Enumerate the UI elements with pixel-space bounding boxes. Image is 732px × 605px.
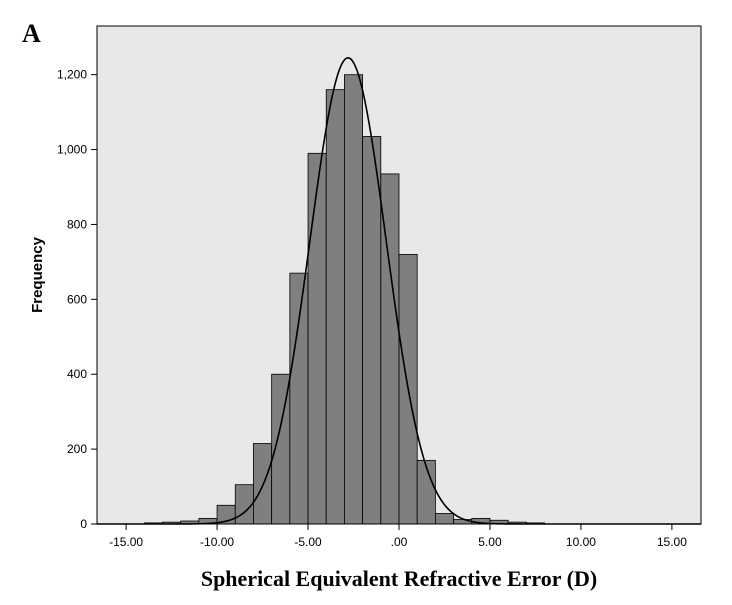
x-tick-label: 5.00 bbox=[478, 535, 502, 549]
histogram-bar bbox=[234, 484, 254, 525]
x-tick-label: 10.00 bbox=[566, 535, 596, 549]
panel-label: A bbox=[22, 19, 41, 48]
histogram-bar bbox=[434, 513, 454, 525]
y-tick-label: 1,200 bbox=[57, 68, 87, 82]
histogram-bar bbox=[344, 74, 364, 525]
histogram-bar bbox=[362, 136, 382, 525]
histogram-bar bbox=[416, 459, 436, 525]
y-axis-label: Frequency bbox=[29, 236, 46, 313]
y-tick-label: 200 bbox=[67, 442, 87, 456]
histogram-bar bbox=[253, 443, 273, 525]
histogram-bar bbox=[289, 272, 309, 525]
x-tick-label: -15.00 bbox=[109, 535, 143, 549]
histogram-bars bbox=[143, 74, 545, 525]
x-axis-label: Spherical Equivalent Refractive Error (D… bbox=[201, 566, 597, 591]
y-tick-label: 600 bbox=[67, 292, 87, 306]
y-axis: 0 200 400 600 800 1,000 1,200 bbox=[57, 68, 97, 531]
histogram-bar bbox=[325, 89, 345, 525]
x-tick-label: .00 bbox=[391, 535, 408, 549]
x-tick-label: 15.00 bbox=[657, 535, 687, 549]
x-tick-label: -10.00 bbox=[200, 535, 234, 549]
y-tick-label: 800 bbox=[67, 217, 87, 231]
y-tick-label: 1,000 bbox=[57, 143, 87, 157]
y-tick-label: 400 bbox=[67, 367, 87, 381]
x-tick-label: -5.00 bbox=[294, 535, 322, 549]
x-axis: -15.00 -10.00 -5.00 .00 5.00 10.00 15.00 bbox=[109, 524, 687, 549]
histogram-bar bbox=[307, 152, 327, 525]
y-tick-label: 0 bbox=[80, 517, 87, 531]
